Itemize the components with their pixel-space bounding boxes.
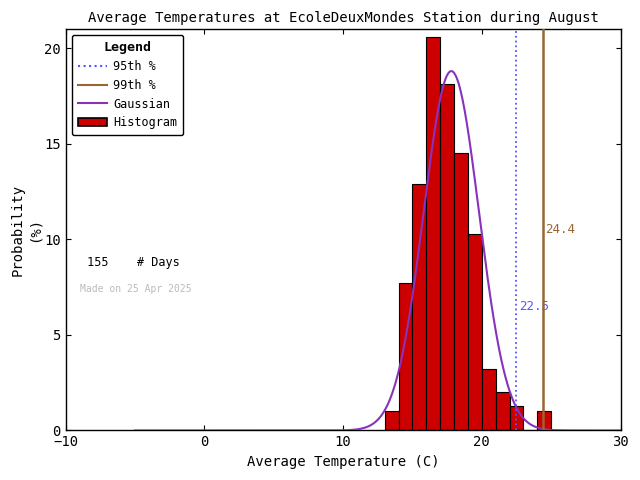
Title: Average Temperatures at EcoleDeuxMondes Station during August: Average Temperatures at EcoleDeuxMondes … [88, 11, 598, 25]
Text: 22.5: 22.5 [519, 300, 549, 313]
Bar [426, 36, 440, 431]
Bar [440, 84, 454, 431]
Bar [482, 369, 496, 431]
Legend: 95th %, 99th %, Gaussian, Histogram: 95th %, 99th %, Gaussian, Histogram [72, 35, 183, 135]
Text: Made on 25 Apr 2025: Made on 25 Apr 2025 [79, 284, 191, 294]
Bar [399, 283, 412, 431]
Bar [454, 153, 468, 431]
Text: 155    # Days: 155 # Days [79, 256, 179, 269]
Bar [412, 184, 426, 431]
Bar [468, 234, 482, 431]
Bar [538, 411, 551, 431]
Text: 24.4: 24.4 [546, 223, 575, 236]
Bar [509, 406, 524, 431]
Y-axis label: Probability
(%): Probability (%) [11, 184, 42, 276]
Bar [496, 392, 509, 431]
X-axis label: Average Temperature (C): Average Temperature (C) [247, 455, 440, 469]
Bar [385, 411, 399, 431]
